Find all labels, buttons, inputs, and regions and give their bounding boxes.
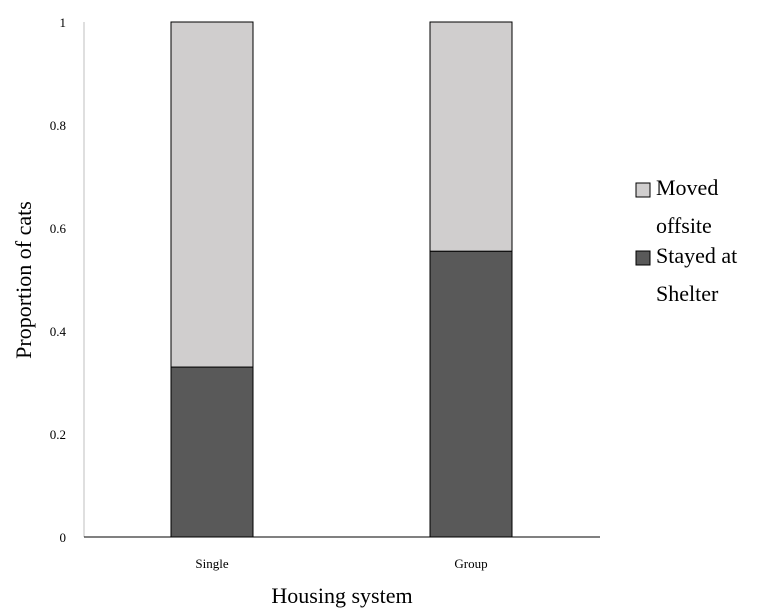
legend-label: Moved <box>656 175 718 200</box>
bar-segment-single-stayed <box>170 366 254 538</box>
x-tick-label: Group <box>454 556 487 571</box>
y-axis-title: Proportion of cats <box>11 201 36 359</box>
y-tick-label: 0 <box>60 530 67 545</box>
x-tick-label: Single <box>195 556 228 571</box>
legend-label: offsite <box>656 213 712 238</box>
y-tick-label: 0.6 <box>50 221 67 236</box>
y-tick-label: 0.8 <box>50 118 66 133</box>
bar-segment-single-moved <box>170 21 254 368</box>
x-axis-title: Housing system <box>271 583 412 608</box>
legend-label: Shelter <box>656 281 719 306</box>
y-tick-label: 0.2 <box>50 427 66 442</box>
y-tick-label: 0.4 <box>50 324 67 339</box>
legend-swatch <box>635 182 651 198</box>
bar-segment-group-stayed <box>429 250 513 538</box>
y-tick-label: 1 <box>60 15 67 30</box>
legend-swatch <box>635 250 651 266</box>
legend-label: Stayed at <box>656 243 737 268</box>
bars <box>170 21 513 538</box>
y-axis-ticks: 0 0.2 0.4 0.6 0.8 1 <box>50 15 67 545</box>
bar-segment-group-moved <box>429 21 513 252</box>
x-axis-ticks: Single Group <box>195 556 487 571</box>
legend: Moved offsite Stayed at Shelter <box>635 175 737 306</box>
